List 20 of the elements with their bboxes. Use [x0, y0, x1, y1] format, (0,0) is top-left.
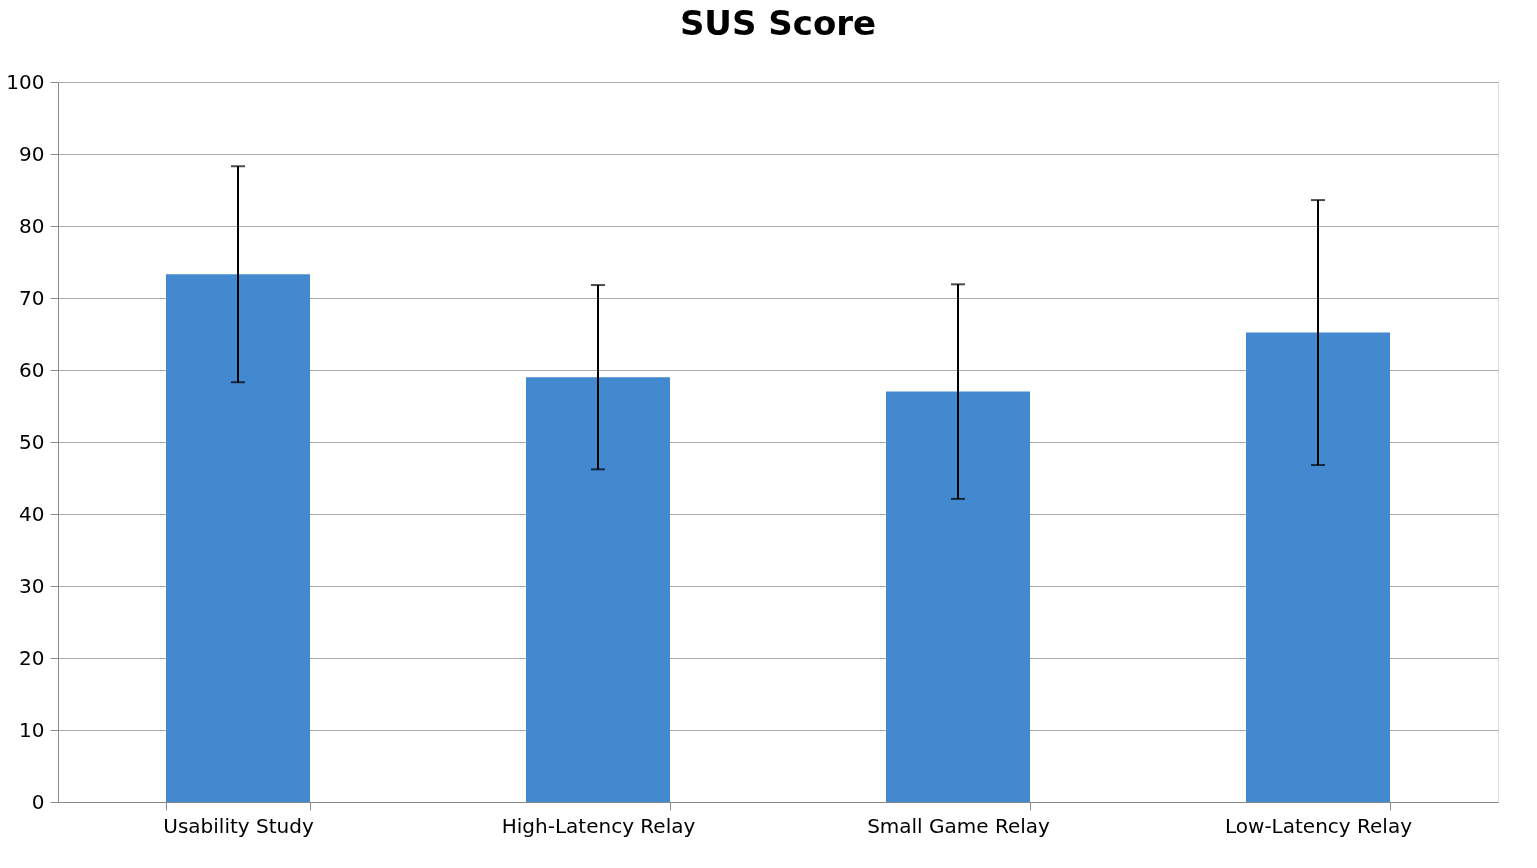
y-tick-label: 100 [6, 69, 45, 94]
x-tick-label: Low-Latency Relay [1225, 813, 1413, 838]
bar [886, 391, 1030, 802]
y-tick-label: 70 [19, 285, 45, 310]
y-tick-label: 60 [19, 357, 45, 382]
y-tick-label: 90 [19, 141, 45, 166]
y-tick-label: 40 [19, 501, 45, 526]
x-tick-label: Small Game Relay [867, 813, 1051, 838]
y-tick-label: 0 [31, 789, 45, 814]
y-tick-label: 30 [19, 573, 45, 598]
x-tick-label: High-Latency Relay [501, 813, 696, 838]
chart-title: SUS Score [679, 3, 877, 43]
y-tick-label: 20 [19, 645, 45, 670]
bar [526, 377, 670, 802]
x-tick-label: Usability Study [163, 813, 314, 838]
y-tick-label: 10 [19, 717, 45, 742]
y-tick-label: 50 [19, 429, 45, 454]
bar [166, 274, 310, 802]
y-tick-label: 80 [19, 213, 45, 238]
bar [1246, 332, 1390, 802]
